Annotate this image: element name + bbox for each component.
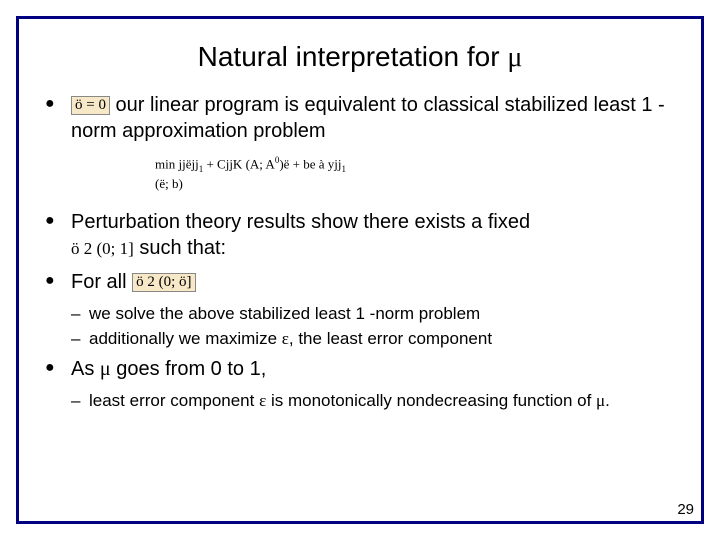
sub-c-text-b: is monotonically nondecreasing function … bbox=[266, 391, 596, 410]
mu-range-highlight: ö 2 (0; ö] bbox=[132, 273, 195, 293]
formula-line-2: (ë; b) bbox=[155, 175, 677, 193]
slide-frame: Natural interpretation for μ ö = 0 our l… bbox=[16, 16, 704, 524]
mu-zero-highlight: ö = 0 bbox=[71, 96, 110, 116]
formula-part-b: + CjjK (A; A bbox=[203, 156, 275, 171]
bullet-3-text: For all bbox=[71, 271, 132, 293]
sub-list-1: we solve the above stabilized least 1 -n… bbox=[43, 303, 677, 351]
sub-b-text-b: , the least error component bbox=[289, 329, 492, 348]
bullet-4: As μ goes from 0 to 1, bbox=[43, 356, 677, 382]
formula-part-c: )ë + be à yjj bbox=[279, 156, 341, 171]
bullet-3: For all ö 2 (0; ö] bbox=[43, 269, 677, 295]
mu-symbol-2: μ bbox=[100, 358, 111, 380]
page-number: 29 bbox=[677, 501, 694, 518]
sub-bullet-c: least error component ε is monotonically… bbox=[43, 390, 677, 413]
mu-range-math: ö 2 (0; 1] bbox=[71, 239, 134, 258]
bullet-4-text-b: goes from 0 to 1, bbox=[111, 358, 267, 380]
formula-block: min jjëjj1 + CjjK (A; A0)ë + be à yjj1 (… bbox=[155, 154, 677, 193]
slide-title: Natural interpretation for μ bbox=[43, 41, 677, 74]
bullet-1: ö = 0 our linear program is equivalent t… bbox=[43, 92, 677, 193]
sub-bullet-a: we solve the above stabilized least 1 -n… bbox=[43, 303, 677, 326]
epsilon-symbol-1: ε bbox=[282, 329, 289, 348]
bullet-list: ö = 0 our linear program is equivalent t… bbox=[43, 92, 677, 295]
title-text: Natural interpretation for bbox=[198, 41, 508, 72]
title-mu-symbol: μ bbox=[507, 42, 522, 73]
bullet-4-text-a: As bbox=[71, 358, 100, 380]
sub-list-2: least error component ε is monotonically… bbox=[43, 390, 677, 413]
bullet-2: Perturbation theory results show there e… bbox=[43, 209, 677, 261]
bullet-2-text-b: such that: bbox=[134, 237, 226, 259]
sub-c-text-c: . bbox=[605, 391, 610, 410]
formula-sub-2: 1 bbox=[342, 161, 347, 175]
bullet-1-text: our linear program is equivalent to clas… bbox=[71, 94, 665, 142]
bullet-list-2: As μ goes from 0 to 1, bbox=[43, 356, 677, 382]
bullet-2-text-a: Perturbation theory results show there e… bbox=[71, 211, 530, 233]
formula-part-a: min jjëjj bbox=[155, 156, 199, 171]
formula-line-1: min jjëjj1 + CjjK (A; A0)ë + be à yjj1 bbox=[155, 154, 677, 175]
sub-b-text-a: additionally we maximize bbox=[89, 329, 282, 348]
sub-bullet-b: additionally we maximize ε, the least er… bbox=[43, 328, 677, 351]
mu-symbol-3: μ bbox=[596, 391, 605, 410]
sub-c-text-a: least error component bbox=[89, 391, 259, 410]
